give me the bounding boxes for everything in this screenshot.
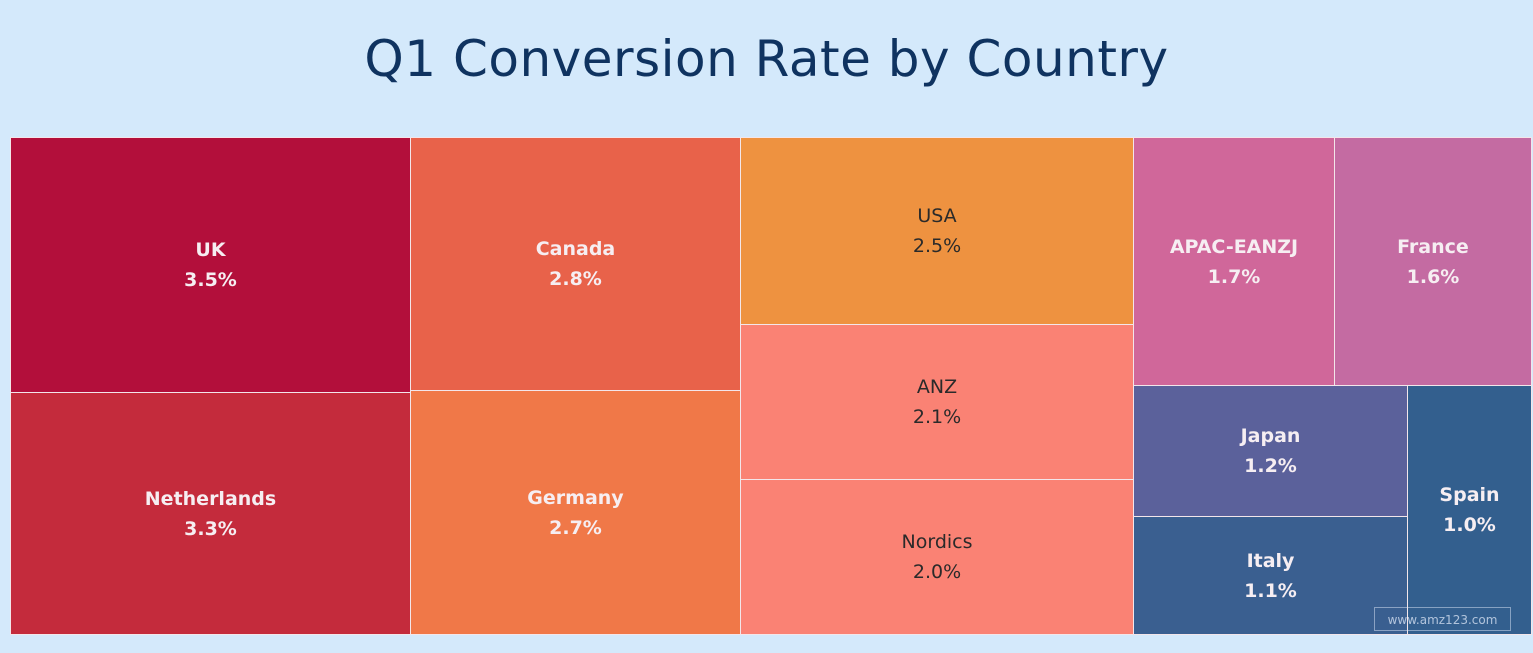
cell-value: 2.0% [912, 561, 962, 583]
watermark: www.amz123.com [1374, 607, 1511, 631]
cell-label: Spain [1439, 484, 1500, 506]
cell-value: 3.3% [184, 517, 237, 540]
cell-label: Netherlands [144, 487, 277, 510]
cell-value: 3.5% [184, 269, 237, 291]
cell-label: Japan [1240, 425, 1301, 447]
cell-label: France [1397, 235, 1469, 258]
treemap-cell-apac-eanzj: APAC-EANZJ 1.7% [1133, 137, 1335, 386]
treemap-cell-japan: Japan 1.2% [1133, 385, 1408, 517]
cell-value: 2.7% [549, 516, 602, 539]
treemap-cell-netherlands: Netherlands 3.3% [10, 392, 411, 635]
treemap-cell-uk: UK 3.5% [10, 137, 411, 393]
cell-value: 2.1% [912, 406, 962, 428]
cell-label: APAC-EANZJ [1169, 235, 1299, 258]
cell-value: 1.2% [1244, 455, 1297, 477]
treemap-cell-germany: Germany 2.7% [410, 390, 741, 635]
cell-label: Nordics [901, 531, 973, 553]
cell-value: 2.5% [912, 235, 962, 257]
cell-value: 1.6% [1406, 265, 1460, 288]
cell-label: ANZ [916, 376, 958, 398]
cell-label: UK [195, 239, 226, 261]
treemap-cell-spain: Spain 1.0% [1407, 385, 1532, 635]
cell-label: Germany [527, 486, 624, 509]
cell-label: USA [917, 205, 957, 227]
treemap-cell-usa: USA 2.5% [740, 137, 1134, 325]
treemap-cell-canada: Canada 2.8% [410, 137, 741, 391]
treemap-cell-anz: ANZ 2.1% [740, 324, 1134, 480]
cell-value: 1.0% [1443, 514, 1496, 536]
treemap-cell-italy: Italy 1.1% [1133, 516, 1408, 635]
chart-title: Q1 Conversion Rate by Country [364, 30, 1169, 88]
cell-label: Canada [535, 238, 616, 260]
treemap-cell-nordics: Nordics 2.0% [740, 479, 1134, 635]
cell-value: 2.8% [549, 268, 602, 290]
cell-label: Italy [1246, 549, 1295, 572]
treemap-cell-france: France 1.6% [1334, 137, 1532, 386]
cell-value: 1.1% [1244, 579, 1297, 602]
cell-value: 1.7% [1207, 265, 1261, 288]
